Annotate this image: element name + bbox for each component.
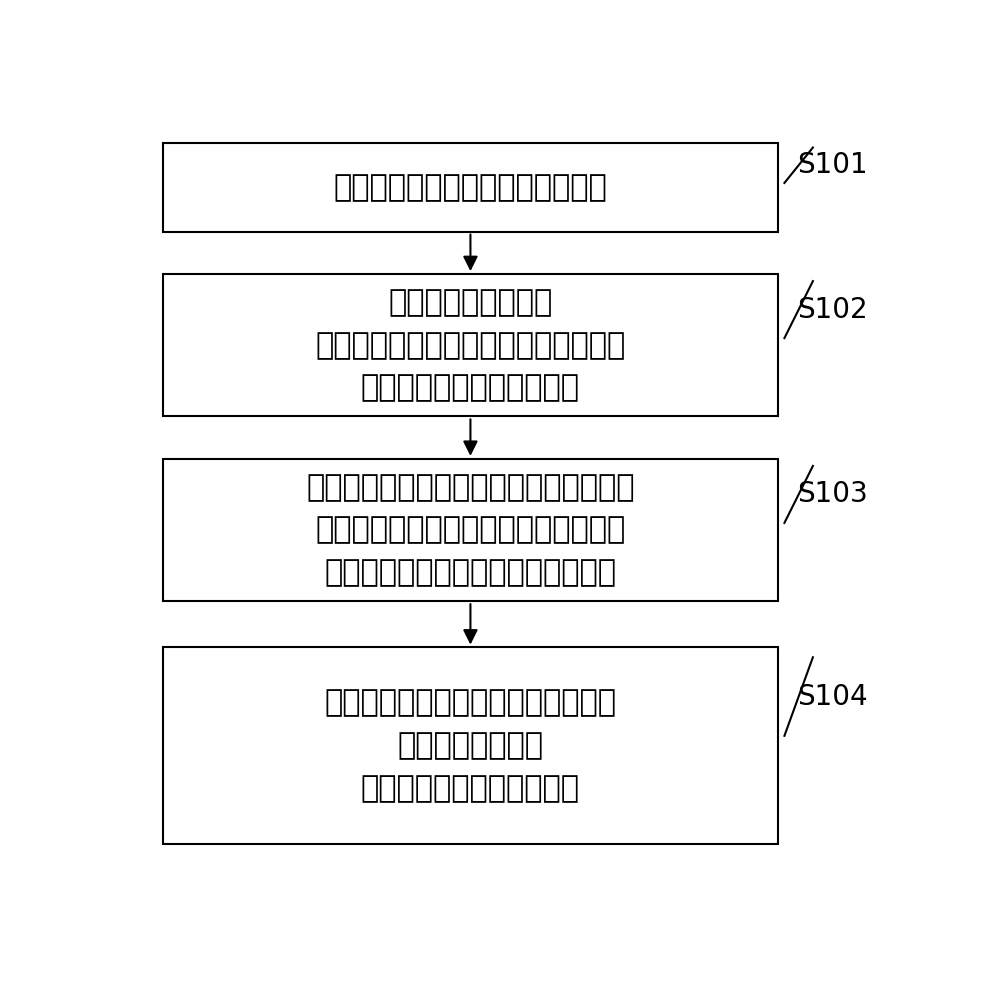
Bar xyxy=(163,274,779,416)
Text: 根据所述三轴位移控制系统的运动速度及
步长，以及根据所述静电纺丝参数进行
静电纺丝，获得纳米纤维液体混合物: 根据所述三轴位移控制系统的运动速度及 步长，以及根据所述静电纺丝参数进行 静电纺… xyxy=(306,473,635,587)
Bar xyxy=(163,647,779,844)
Text: S101: S101 xyxy=(796,151,868,179)
Text: S102: S102 xyxy=(796,296,868,324)
Bar xyxy=(163,459,779,601)
Text: S104: S104 xyxy=(796,683,868,711)
Text: 获取所需三维纳米纤维的结构特征: 获取所需三维纳米纤维的结构特征 xyxy=(334,173,608,202)
Text: S103: S103 xyxy=(796,480,868,508)
Bar xyxy=(163,143,779,232)
Text: 通过冷冻干燥法对所述纳米纤维液体
混合物进行处理，
获得所述所需三维纳米纤维: 通过冷冻干燥法对所述纳米纤维液体 混合物进行处理， 获得所述所需三维纳米纤维 xyxy=(325,688,617,803)
Text: 根据所述结构特征，
设定三轴位移控制系统的运动速度及步
长，以及设定静电纺丝参数: 根据所述结构特征， 设定三轴位移控制系统的运动速度及步 长，以及设定静电纺丝参数 xyxy=(316,288,626,403)
